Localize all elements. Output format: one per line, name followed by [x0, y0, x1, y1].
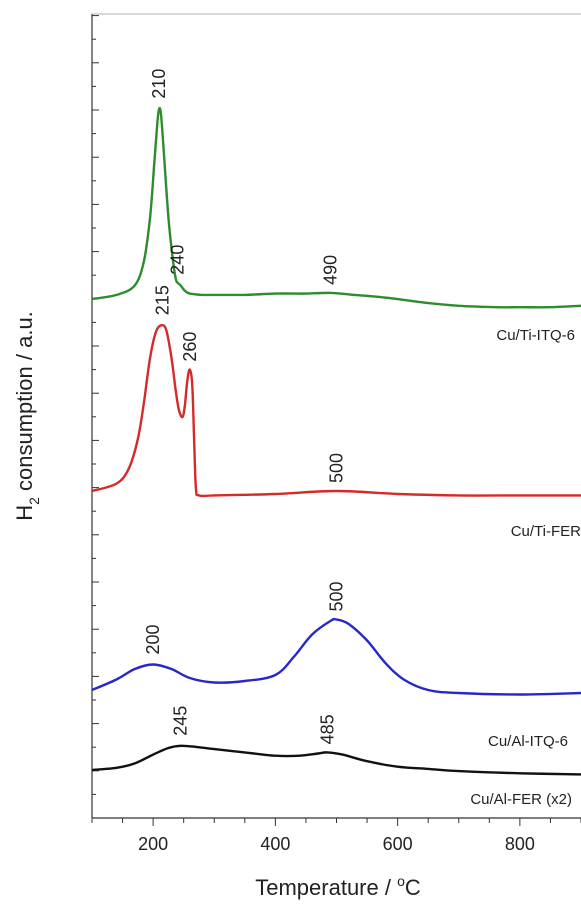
x-axis-title: Temperature / oC	[255, 873, 421, 900]
series-layer	[91, 106, 581, 776]
x-tick-label: 600	[383, 834, 413, 854]
peak-label: 245	[171, 706, 191, 736]
peak-label: 210	[149, 69, 169, 99]
series-name-label: Cu/Al-FER (x2)	[470, 791, 572, 808]
series-line-cu-ti-itq-6	[91, 106, 581, 309]
peak-label: 500	[327, 581, 347, 611]
x-ticks: 200 400 600 800	[91, 818, 581, 854]
peak-label: 500	[327, 453, 347, 483]
peak-label: 240	[168, 245, 188, 275]
y-ticks	[92, 15, 99, 819]
peak-label: 485	[317, 714, 337, 744]
series-name-label: Cu/Ti-ITQ-6	[496, 327, 575, 344]
axes: 200 400 600 800	[91, 13, 581, 854]
peak-label: 215	[152, 285, 172, 315]
y-axis-title: H2 consumption / a.u.	[12, 311, 42, 521]
series-name-label: Cu/Al-ITQ-6	[488, 733, 568, 750]
series-name-label: Cu/Ti-FER	[511, 523, 581, 540]
label-layer: 210 240 490 Cu/Ti-ITQ-6 215 260 500 Cu/Ti-FER 20…	[143, 69, 581, 808]
series-line-cu-al-fer-x2	[91, 744, 581, 776]
x-tick-label: 200	[138, 834, 168, 854]
x-tick-label: 400	[260, 834, 290, 854]
x-tick-label: 800	[505, 834, 535, 854]
series-line-cu-ti-fer	[91, 324, 581, 498]
peak-label: 260	[180, 332, 200, 362]
peak-label: 490	[320, 255, 340, 285]
series-line-cu-al-itq-6	[91, 617, 581, 696]
peak-label: 200	[143, 624, 163, 654]
